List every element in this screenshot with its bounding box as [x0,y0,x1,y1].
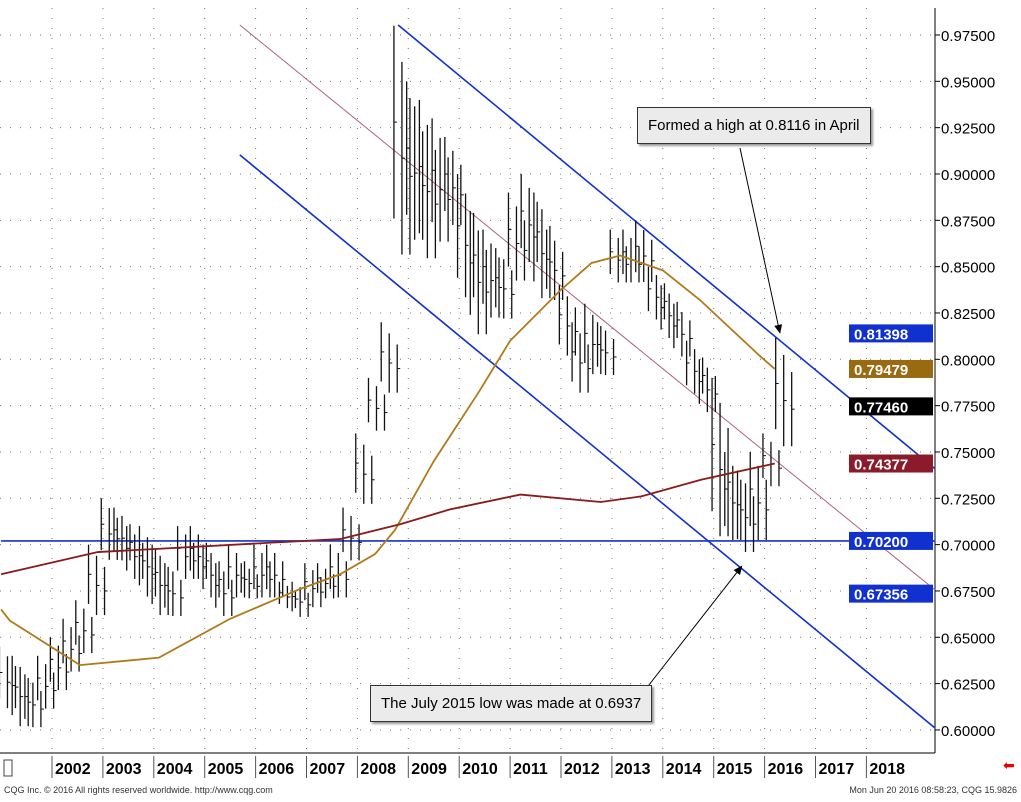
price-label-bg [849,531,933,550]
y-tick-label: 0.87500 [941,213,995,230]
x-tick-label: 2017 [819,761,855,778]
y-tick-label: 0.95000 [941,74,995,91]
x-tick-label: 2008 [360,761,396,778]
y-tick-label: 0.85000 [941,260,995,277]
y-tick-label: 0.92500 [941,121,995,138]
copyright: CQG Inc. © 2016 All rights reserved worl… [4,785,273,795]
y-tick-label: 0.77500 [941,399,995,416]
y-tick-label: 0.70000 [941,538,995,555]
y-tick-label: 0.62500 [941,677,995,694]
x-tick-label: 2007 [310,761,346,778]
x-tick-label: 2013 [615,761,651,778]
y-tick-label: 0.97500 [941,28,995,45]
x-tick-label: 2018 [869,761,905,778]
lower-channel-line [239,154,936,729]
price-label-bg [849,397,933,416]
x-tick-label: 2014 [666,761,702,778]
x-tick-label: 2009 [411,761,447,778]
y-tick-label: 0.72500 [941,491,995,508]
price-label-bg [849,584,933,603]
annotation-arrow [644,565,743,691]
scroll-left-arrow-icon[interactable]: ⬅ [1003,757,1015,773]
timestamp: Mon Jun 20 2016 08:58:23, CQG 15.9826 [849,785,1017,795]
annotation-low: The July 2015 low was made at 0.6937 [370,685,653,722]
price-label: 0.81398 [854,326,908,343]
price-label-bg [849,324,933,343]
price-label: 0.70200 [854,534,908,551]
y-tick-label: 0.75000 [941,445,995,462]
annotation-high: Formed a high at 0.8116 in April [637,107,871,144]
annotation-arrow [739,147,783,334]
x-tick-label: 2011 [513,761,548,778]
x-tick-label: 2010 [462,761,498,778]
price-label: 0.74377 [854,457,908,474]
x-tick-label: 2003 [106,761,142,778]
x-tick-label: 2005 [208,761,244,778]
y-tick-label: 0.65000 [941,630,995,647]
x-tick-label: 2012 [564,761,600,778]
x-tick-label: 2006 [259,761,295,778]
x-tick-label: 2015 [717,761,753,778]
upper-channel-line [397,24,936,470]
short-ma-line [0,254,776,667]
price-label-bg [849,359,933,378]
y-tick-label: 0.80000 [941,352,995,369]
x-tick-label: 2004 [157,761,193,778]
mid-trendline-line [239,24,936,591]
y-tick-label: 0.67500 [941,584,995,601]
long-ma-line [0,462,775,576]
y-tick-label: 0.82500 [941,306,995,323]
price-label: 0.77460 [854,399,908,416]
y-tick-label: 0.60000 [941,723,995,740]
price-label: 0.79479 [854,362,908,379]
price-label-bg [849,454,933,473]
x-tick-label: 2002 [55,761,91,778]
x-tick-label: 2016 [768,761,804,778]
price-label: 0.67356 [854,587,908,604]
scroll-handle [3,759,13,777]
y-tick-label: 0.90000 [941,167,995,184]
